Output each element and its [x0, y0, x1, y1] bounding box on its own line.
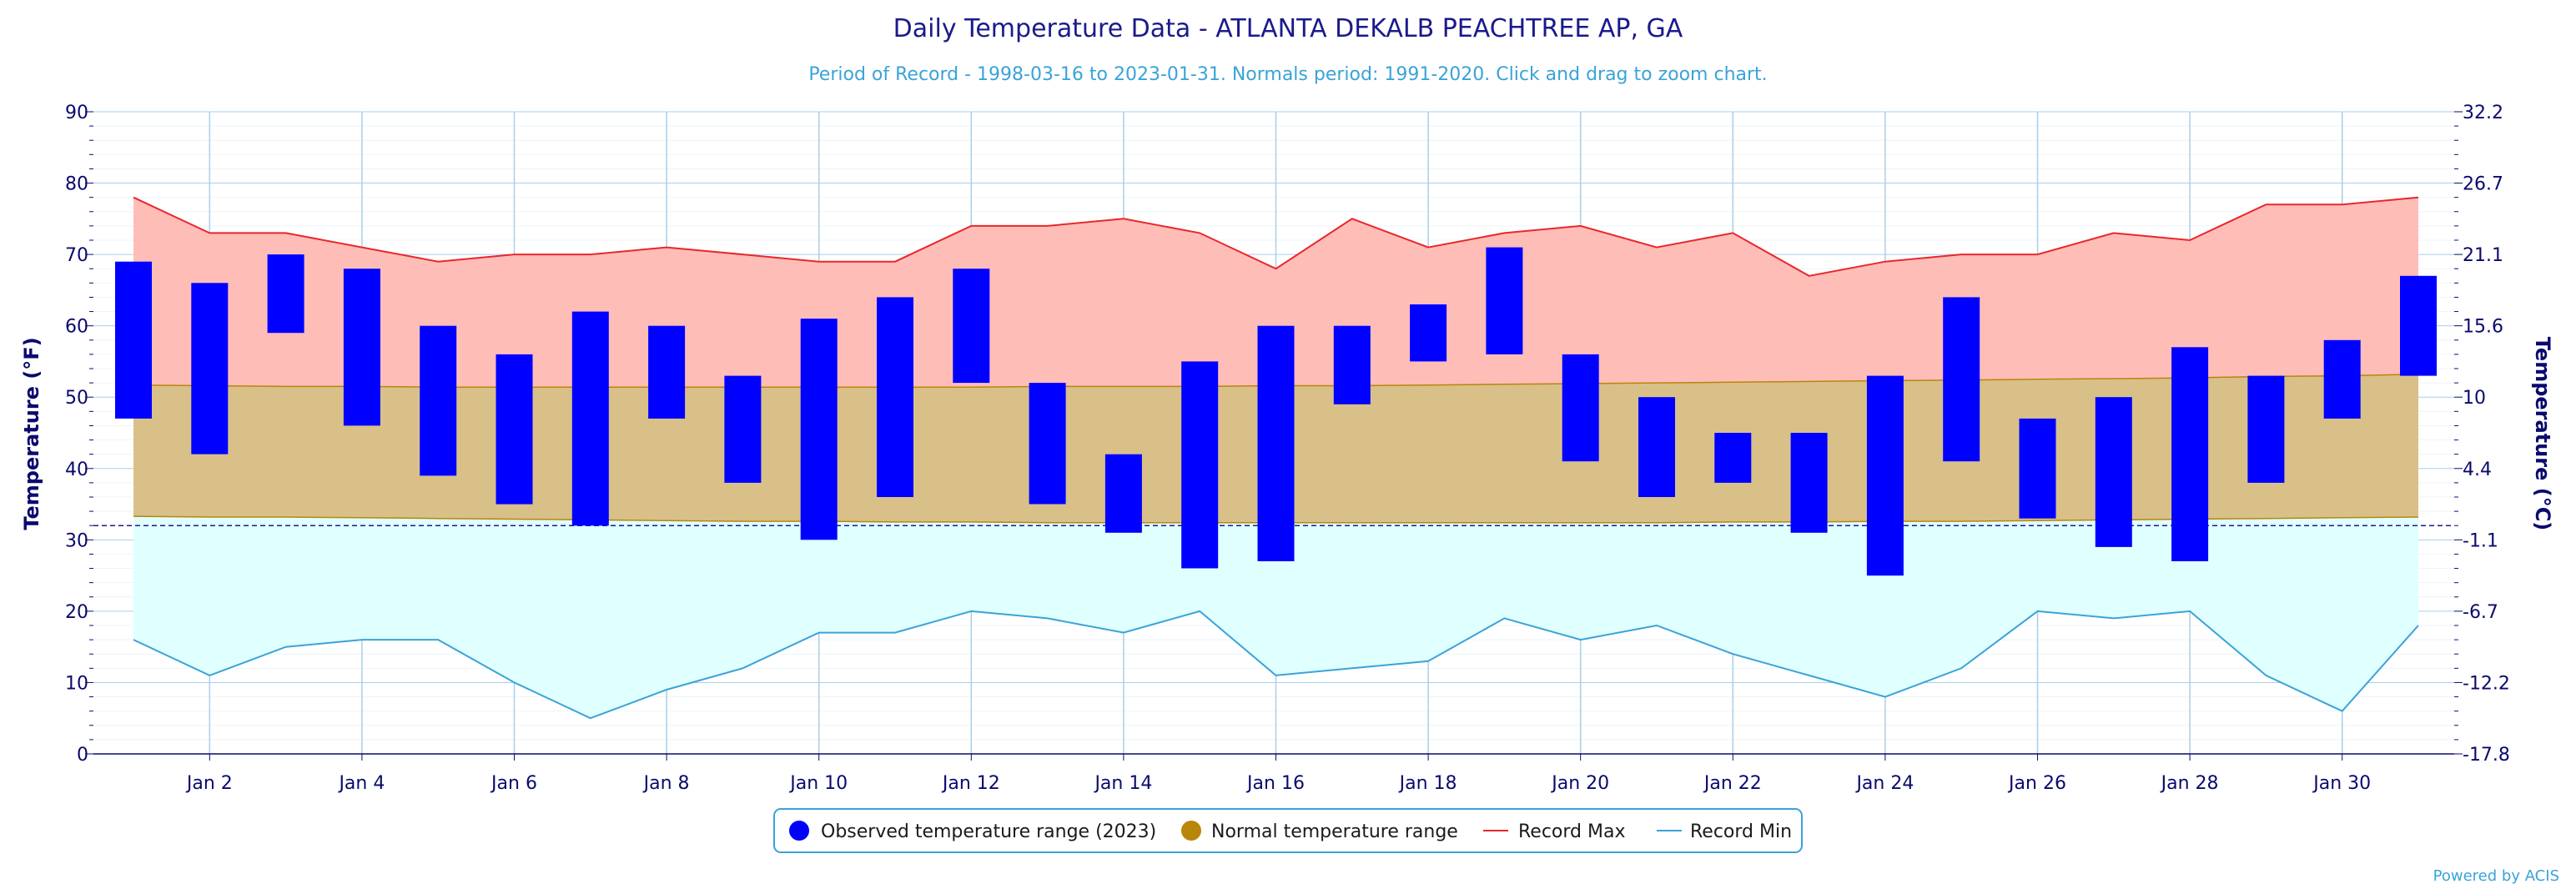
y-axis-title-right: Temperature (°C)	[2531, 337, 2554, 531]
observed-bar	[648, 325, 686, 419]
x-tick-label: Jan 30	[2312, 773, 2371, 794]
y-tick-label-left: 90	[65, 103, 88, 123]
x-tick-label: Jan 22	[1703, 773, 1762, 794]
legend-item-normal[interactable]: Normal temperature range	[1181, 821, 1458, 842]
x-tick-label: Jan 26	[2007, 773, 2066, 794]
observed-bar	[800, 319, 838, 540]
observed-bar	[1943, 297, 1980, 462]
y-axis-title-left: Temperature (°F)	[20, 337, 43, 530]
record-lines	[133, 196, 2419, 720]
observed-bar	[267, 254, 304, 334]
observed-bar	[877, 297, 913, 497]
observed-bar	[2400, 275, 2437, 376]
x-tick-label: Jan 28	[2160, 773, 2219, 794]
y-tick-label-left: 10	[65, 673, 88, 694]
legend: Observed temperature range (2023) Normal…	[773, 808, 1803, 853]
x-tick-label: Jan 2	[185, 773, 233, 794]
chart-subtitle: Period of Record - 1998-03-16 to 2023-01…	[808, 64, 1767, 85]
y-tick-label-right: -6.7	[2463, 602, 2498, 623]
legend-record-min-label: Record Min	[1690, 821, 1792, 842]
observed-bar	[1562, 354, 1599, 462]
credit-link[interactable]: Powered by ACIS	[2433, 867, 2559, 885]
y-tick-label-right: 15.6	[2463, 317, 2503, 338]
legend-observed-marker	[789, 821, 809, 841]
y-tick-label-left: 50	[65, 388, 88, 409]
observed-bar	[1410, 304, 1447, 362]
legend-normal-marker	[1181, 821, 1201, 841]
chart-title: Daily Temperature Data - ATLANTA DEKALB …	[893, 14, 1683, 43]
record-min-area	[133, 516, 2418, 719]
legend-normal-label: Normal temperature range	[1211, 821, 1458, 842]
observed-bar	[191, 283, 229, 455]
legend-observed-label: Observed temperature range (2023)	[821, 821, 1156, 842]
observed-bar	[1104, 454, 1142, 533]
observed-bar	[115, 261, 152, 419]
legend-item-record-max[interactable]: Record Max	[1483, 821, 1626, 842]
observed-bar	[1029, 383, 1066, 505]
x-tick-label: Jan 4	[337, 773, 385, 794]
legend-item-record-min[interactable]: Record Min	[1657, 821, 1792, 842]
y-tick-label-right: 26.7	[2463, 174, 2503, 195]
y-tick-label-left: 80	[65, 174, 88, 195]
x-tick-label: Jan 14	[1093, 773, 1152, 794]
record-max-area	[133, 197, 2418, 388]
legend-item-observed[interactable]: Observed temperature range (2023)	[789, 821, 1156, 842]
x-tick-label: Jan 10	[788, 773, 848, 794]
observed-bar	[2171, 347, 2209, 561]
x-tick-label: Jan 12	[941, 773, 1000, 794]
x-tick-label: Jan 20	[1550, 773, 1609, 794]
y-tick-label-right: 10	[2463, 388, 2486, 409]
observed-bar	[2323, 339, 2361, 419]
y-tick-label-right: 4.4	[2463, 460, 2492, 480]
observed-bar	[571, 311, 609, 526]
observed-bar	[1714, 433, 1752, 483]
y-tick-label-right: -17.8	[2463, 745, 2510, 766]
observed-bar	[953, 269, 990, 384]
legend-record-max-label: Record Max	[1518, 821, 1626, 842]
y-tick-label-right: 21.1	[2463, 245, 2503, 266]
observed-bar	[1257, 325, 1295, 561]
y-tick-label-left: 20	[65, 602, 88, 623]
observed-bar	[343, 269, 380, 426]
record-max-line	[133, 196, 2419, 277]
observed-bar	[2019, 418, 2056, 519]
axes: 0 -17.8 10 -12.2 20 -6.7 30 -1.1 40 4.4 50 10 60 15.6…	[65, 103, 2510, 794]
observed-bar	[2095, 397, 2132, 547]
y-tick-label-left: 70	[65, 245, 88, 266]
x-tick-label: Jan 18	[1398, 773, 1457, 794]
observed-bar	[420, 325, 457, 476]
legend-box	[773, 808, 1803, 853]
observed-bar	[496, 354, 533, 505]
record-min-line	[133, 610, 2419, 720]
y-tick-label-right: -1.1	[2463, 530, 2498, 551]
observed-bar	[1181, 361, 1219, 569]
observed-bar	[1333, 325, 1371, 404]
observed-bars	[115, 247, 2437, 576]
x-tick-label: Jan 8	[642, 773, 690, 794]
x-tick-label: Jan 6	[490, 773, 537, 794]
y-tick-label-left: 60	[65, 317, 88, 338]
x-tick-label: Jan 24	[1854, 773, 1914, 794]
observed-bar	[1638, 397, 1675, 497]
observed-bar	[1486, 247, 1523, 354]
observed-bar	[724, 375, 762, 483]
y-tick-label-right: 32.2	[2463, 103, 2503, 123]
observed-bar	[2247, 375, 2285, 483]
y-tick-label-right: -12.2	[2463, 673, 2510, 694]
y-tick-label-left: 0	[77, 745, 88, 766]
observed-bar	[1790, 433, 1828, 533]
y-tick-label-left: 40	[65, 460, 88, 480]
x-tick-label: Jan 16	[1245, 773, 1305, 794]
observed-bar	[1866, 375, 1904, 576]
y-tick-label-left: 30	[65, 530, 88, 551]
